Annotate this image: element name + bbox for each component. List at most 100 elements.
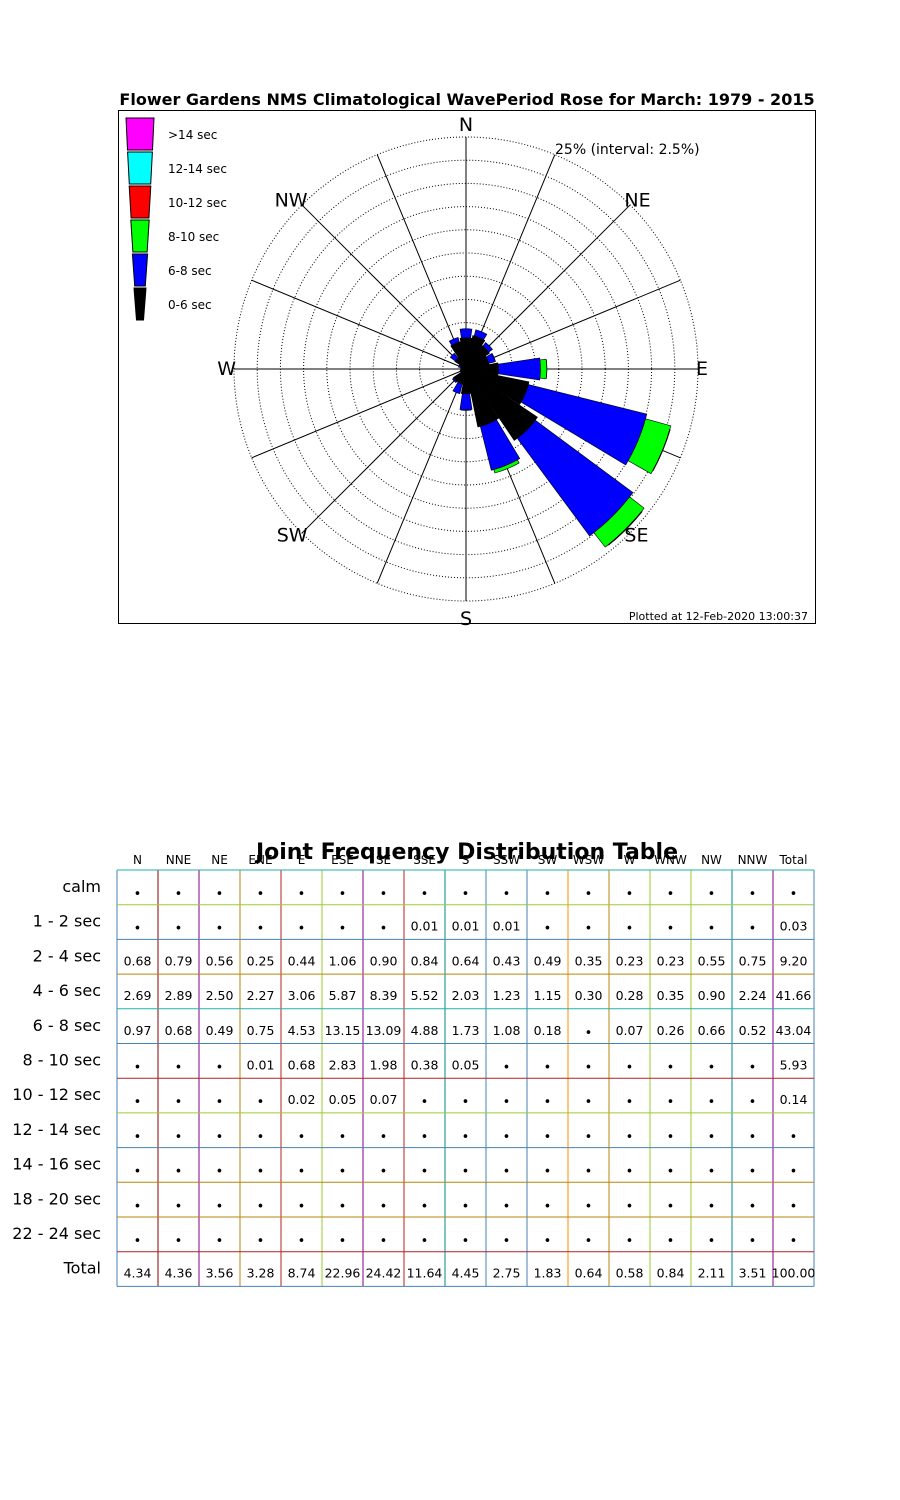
- table-cell: 2.50: [206, 988, 234, 1003]
- table-cell: •: [667, 1165, 675, 1180]
- table-cell: •: [339, 922, 347, 937]
- table-cell: •: [134, 1234, 142, 1249]
- compass-label-s: S: [460, 608, 472, 630]
- table-cell: 0.28: [616, 988, 644, 1003]
- table-cell: •: [257, 1199, 265, 1214]
- table-cell: 0.38: [411, 1058, 439, 1073]
- table-cell: 13.09: [366, 1023, 402, 1038]
- table-cell: •: [216, 1199, 224, 1214]
- table-title: Joint Frequency Distribution Table: [255, 840, 679, 865]
- rose-petal-e-2: [539, 358, 548, 380]
- rose-petal-se-3: [607, 510, 643, 546]
- table-cell: •: [380, 922, 388, 937]
- table-cell: •: [585, 1199, 593, 1214]
- table-cell: 0.05: [452, 1058, 480, 1073]
- table-cell: 41.66: [776, 988, 812, 1003]
- table-cell: •: [257, 1234, 265, 1249]
- table-cell: 1.83: [534, 1266, 562, 1281]
- table-cell: 3.06: [288, 988, 316, 1003]
- table-cell: •: [462, 887, 470, 902]
- table-cell: •: [749, 1165, 757, 1180]
- table-cell: •: [708, 922, 716, 937]
- table-cell: 4.88: [411, 1023, 439, 1038]
- rose-spoke: [376, 368, 467, 584]
- rose-petal-w-1: [460, 367, 462, 371]
- table-cell: 0.01: [247, 1058, 275, 1073]
- table-cell: 0.58: [616, 1266, 644, 1281]
- table-cell: •: [708, 1234, 716, 1249]
- table-cell: 0.56: [206, 953, 234, 968]
- table-cell: 5.87: [329, 988, 357, 1003]
- table-cell: •: [421, 1165, 429, 1180]
- table-cell: •: [216, 1095, 224, 1110]
- table-cell: 2.83: [329, 1058, 357, 1073]
- table-cell: •: [544, 1130, 552, 1145]
- table-cell: •: [421, 1199, 429, 1214]
- table-cell: •: [339, 1199, 347, 1214]
- table-cell: 5.52: [411, 988, 439, 1003]
- table-cell: •: [216, 1165, 224, 1180]
- table-cell: •: [216, 887, 224, 902]
- table-cell: •: [216, 1234, 224, 1249]
- table-cell: 0.68: [288, 1058, 316, 1073]
- table-row-label: 8 - 10 sec: [22, 1051, 101, 1070]
- table-cell: •: [667, 1199, 675, 1214]
- legend-swatch-4: [131, 253, 149, 287]
- table-cell: 2.11: [698, 1266, 726, 1281]
- table-cell: •: [708, 887, 716, 902]
- compass-label-se: SE: [624, 524, 648, 546]
- table-cell: 0.68: [165, 1023, 193, 1038]
- table-cell: •: [626, 1234, 634, 1249]
- table-cell: •: [134, 1061, 142, 1076]
- table-cell: •: [339, 887, 347, 902]
- legend-swatch-1: [127, 151, 153, 185]
- table-cell: •: [790, 1130, 798, 1145]
- table-cell: •: [298, 1165, 306, 1180]
- table-cell: 0.03: [780, 919, 808, 934]
- table-cell: •: [708, 1061, 716, 1076]
- legend-swatch-2: [128, 185, 152, 219]
- rose-petal-ssw-1: [452, 381, 463, 395]
- table-cell: •: [626, 1061, 634, 1076]
- rose-petal-ese-3: [652, 429, 671, 472]
- table-row-label: Total: [63, 1259, 101, 1278]
- table-row-label: 1 - 2 sec: [33, 912, 101, 931]
- legend-label-1: 12-14 sec: [168, 162, 227, 176]
- rose-petal-s-2: [460, 409, 472, 411]
- table-cell: 0.30: [575, 988, 603, 1003]
- table-cell: 0.25: [247, 953, 275, 968]
- legend-label-5: 0-6 sec: [168, 298, 212, 312]
- table-cell: •: [749, 922, 757, 937]
- table-cell: •: [585, 1165, 593, 1180]
- table-row-label: 22 - 24 sec: [12, 1224, 101, 1243]
- rose-spoke: [465, 279, 681, 370]
- rose-petal-nne-1: [473, 329, 488, 341]
- table-cell: •: [790, 1234, 798, 1249]
- table-cell: 0.01: [452, 919, 480, 934]
- table-cell: •: [749, 1061, 757, 1076]
- table-cell: 5.93: [780, 1058, 808, 1073]
- table-cell: 0.26: [657, 1023, 685, 1038]
- table-cell: •: [298, 922, 306, 937]
- table-cell: •: [626, 1199, 634, 1214]
- table-row-label: 14 - 16 sec: [12, 1155, 101, 1174]
- table-cell: •: [544, 1095, 552, 1110]
- table-cell: 0.44: [288, 953, 316, 968]
- table-cell: 0.75: [247, 1023, 275, 1038]
- table-cell: 2.03: [452, 988, 480, 1003]
- table-cell: •: [544, 1061, 552, 1076]
- table-cell: 100.00: [772, 1266, 816, 1281]
- table-cell: •: [134, 1095, 142, 1110]
- table-cell: •: [175, 1199, 183, 1214]
- table-cell: •: [667, 1130, 675, 1145]
- table-cell: •: [585, 1061, 593, 1076]
- table-cell: •: [667, 887, 675, 902]
- table-cell: •: [667, 922, 675, 937]
- rose-spoke: [376, 154, 467, 370]
- table-cell: •: [503, 1061, 511, 1076]
- legend-label-4: 6-8 sec: [168, 264, 212, 278]
- table-cell: 9.20: [780, 953, 808, 968]
- table-cell: 22.96: [325, 1266, 361, 1281]
- compass-label-nw: NW: [275, 190, 308, 212]
- table-cell: 0.07: [370, 1092, 398, 1107]
